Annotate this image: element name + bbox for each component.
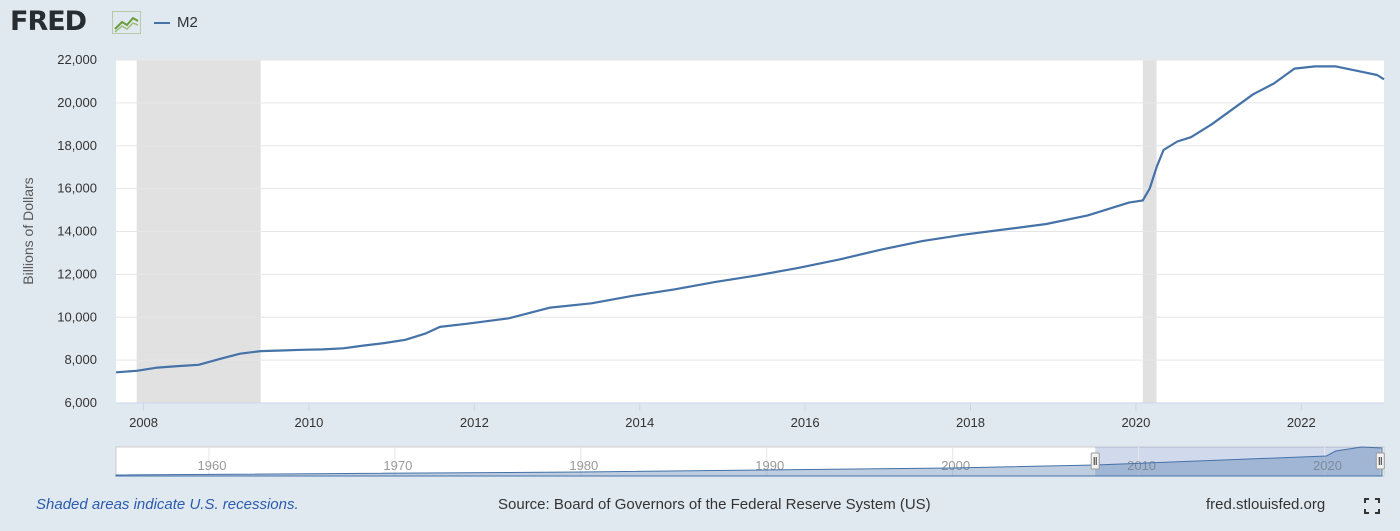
y-tick-label: 8,000 [64,352,97,367]
x-tick-label: 2014 [625,415,654,430]
navigator-tick-label: 2020 [1313,458,1342,473]
navigator-tick-label: 1990 [755,458,784,473]
x-tick-label: 2018 [956,415,985,430]
y-tick-label: 20,000 [57,95,97,110]
recession-note: Shaded areas indicate U.S. recessions. [36,496,299,513]
series-lines [115,65,1385,374]
x-axis-ticks: 2008 2010 2012 2014 2016 2018 2020 2022 [116,402,1384,430]
navigator-handle-left[interactable] [1090,452,1100,470]
navigator-selection [1095,447,1381,476]
navigator-tick-label: 1960 [198,458,227,473]
legend-series-swatch [154,22,170,24]
fred-graph-icon[interactable] [112,11,142,35]
navigator-handle-body [1090,452,1100,470]
fred-logo[interactable]: FRED [10,6,87,37]
legend-series-label[interactable]: M2 [177,14,198,31]
x-tick-label: 2008 [129,415,158,430]
x-tick-label: 2016 [791,415,820,430]
y-axis-ticks: 6,000 8,000 10,000 12,000 14,000 16,000 18,000… [57,52,97,410]
navigator-handle-body [1375,452,1385,470]
line-chart[interactable]: 6,000 8,000 10,000 12,000 14,000 16,000 18,000… [0,0,1400,490]
x-tick-label: 2012 [460,415,489,430]
x-tick-label: 2022 [1287,415,1316,430]
series-line-m2 [115,65,1385,374]
navigator-tick-label: 1980 [569,458,598,473]
x-tick-label: 2020 [1121,415,1150,430]
fullscreen-icon[interactable] [1364,498,1380,514]
navigator-handle-right[interactable] [1375,452,1385,470]
y-tick-label: 6,000 [64,395,97,410]
navigator-tick-label: 1970 [383,458,412,473]
site-link[interactable]: fred.stlouisfed.org [1206,496,1326,513]
y-tick-label: 12,000 [57,266,97,281]
y-tick-label: 22,000 [57,52,97,67]
y-tick-label: 10,000 [57,309,97,324]
y-tick-label: 14,000 [57,224,97,239]
range-navigator: 1960 1970 1980 1990 2000 2010 2020 [115,446,1385,477]
x-tick-label: 2010 [294,415,323,430]
navigator-tick-label: 2000 [941,458,970,473]
source-note: Source: Board of Governors of the Federa… [498,496,931,513]
chart-header: FRED M2 [0,0,1400,48]
navigator-tick-label: 2010 [1127,458,1156,473]
y-tick-label: 18,000 [57,138,97,153]
y-tick-label: 16,000 [57,181,97,196]
